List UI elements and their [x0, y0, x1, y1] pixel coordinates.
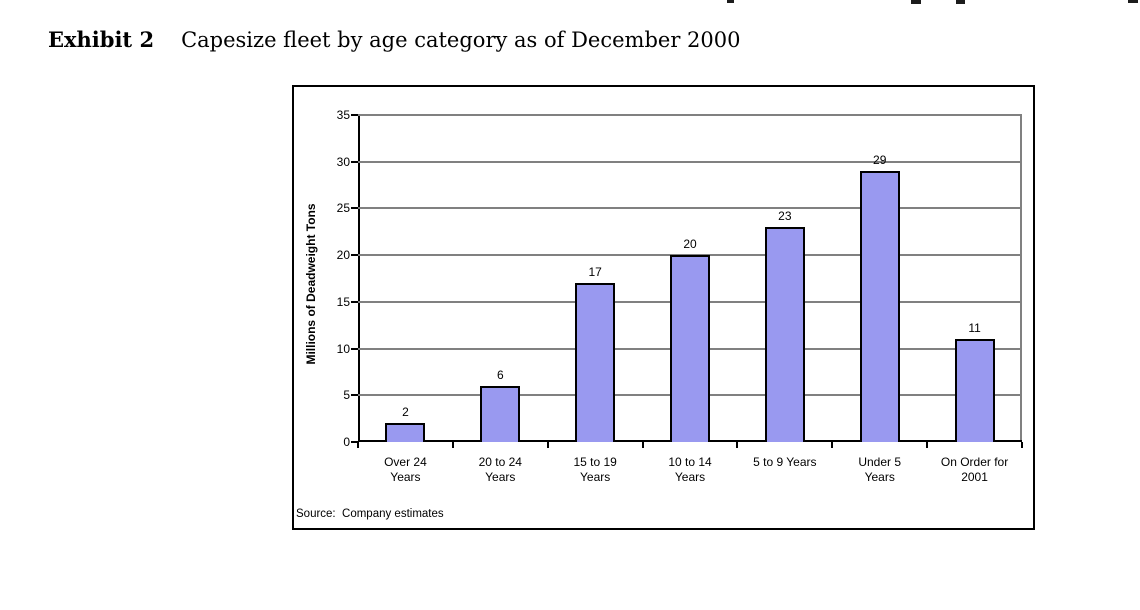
- cropped-text-fragment: [1128, 0, 1138, 3]
- y-tick-mark: [351, 114, 358, 116]
- y-tick-mark: [351, 254, 358, 257]
- x-tick-mark: [546, 442, 549, 448]
- y-tick-label: 20: [336, 248, 350, 263]
- x-tick-mark: [926, 442, 929, 448]
- x-tick-mark: [641, 442, 644, 448]
- bar-6: [859, 171, 900, 442]
- cropped-text-fragment: [956, 0, 965, 4]
- bar-3: [575, 283, 616, 442]
- y-tick-mark: [351, 394, 358, 397]
- x-category-label: Over 24 Years: [384, 455, 427, 484]
- gridline: [358, 160, 1022, 163]
- x-tick-mark: [736, 442, 739, 448]
- cropped-text-fragment: [911, 0, 921, 4]
- x-tick-mark: [1021, 442, 1023, 448]
- gridline: [358, 114, 1022, 116]
- cropped-text-fragment: [727, 0, 734, 3]
- x-category-label: 20 to 24 Years: [478, 455, 522, 484]
- y-tick-mark: [351, 441, 358, 443]
- source-note: Source: Company estimates: [296, 508, 444, 520]
- y-tick-label: 15: [336, 294, 350, 309]
- x-category-label: 15 to 19 Years: [573, 455, 617, 484]
- bar-value-label: 2: [402, 405, 409, 420]
- y-tick-label: 0: [343, 435, 350, 449]
- gridline: [358, 207, 1022, 210]
- bar-value-label: 6: [496, 367, 504, 382]
- gridline: [358, 254, 1022, 257]
- bar-value-label: 20: [683, 237, 697, 252]
- bar-2: [480, 385, 521, 442]
- x-tick-mark: [357, 442, 359, 448]
- y-tick-mark: [351, 300, 358, 303]
- x-category-label: Under 5 Years: [858, 455, 902, 484]
- bar-value-label: 17: [588, 265, 602, 280]
- exhibit-title: Capesize fleet by age category as of Dec…: [181, 28, 741, 52]
- bar-1: [385, 423, 426, 442]
- exhibit-label: Exhibit 2: [48, 27, 155, 52]
- bar-value-label: 29: [873, 153, 887, 168]
- y-tick-mark: [351, 207, 358, 210]
- y-tick-label: 10: [336, 341, 350, 356]
- bar-value-label: 11: [968, 321, 981, 336]
- y-tick-label: 5: [343, 388, 350, 403]
- x-category-label: 5 to 9 Years: [753, 455, 817, 469]
- plot-right-edge: [1020, 115, 1022, 442]
- x-category-label: 10 to 14 Years: [668, 455, 712, 484]
- chart-frame: Millions of Deadweight Tons 0 5 10 15 20 25 30…: [292, 85, 1035, 530]
- plot-area: 2 6 17 20 23 29 11: [351, 114, 1023, 448]
- bar-7: [954, 339, 995, 442]
- y-axis-line: [358, 115, 360, 442]
- x-tick-mark: [831, 442, 834, 448]
- y-tick-label: 35: [336, 108, 350, 122]
- exhibit-heading: Exhibit 2 Capesize fleet by age category…: [48, 26, 740, 54]
- x-tick-mark: [451, 442, 454, 448]
- bar-4: [670, 255, 710, 442]
- y-tick-mark: [351, 347, 358, 350]
- bar-value-label: 23: [778, 209, 792, 224]
- y-axis-tick-labels: 0 5 10 15 20 25 30 35: [294, 108, 350, 449]
- bar-5: [764, 227, 805, 442]
- x-category-label: On Order for 2001: [940, 455, 1009, 484]
- y-tick-label: 30: [336, 154, 350, 169]
- y-tick-mark: [351, 160, 358, 163]
- y-tick-label: 25: [336, 201, 350, 216]
